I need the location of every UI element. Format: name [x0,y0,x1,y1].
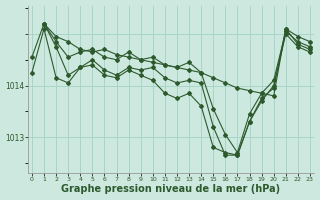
X-axis label: Graphe pression niveau de la mer (hPa): Graphe pression niveau de la mer (hPa) [61,184,281,194]
